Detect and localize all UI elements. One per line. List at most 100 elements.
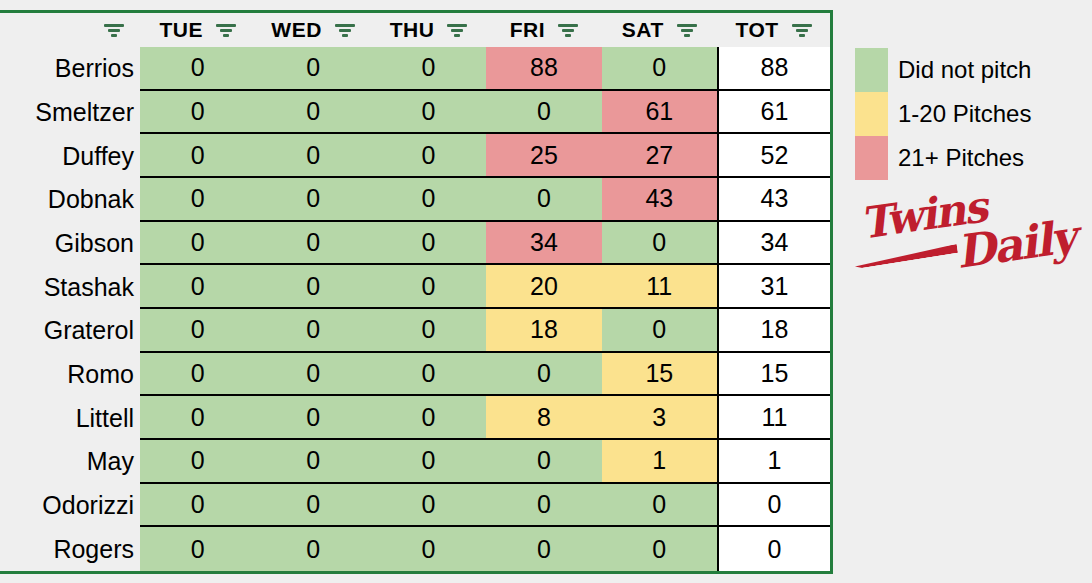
pitch-count-cell[interactable]: 0 [371, 396, 486, 440]
filter-icon-bar [223, 34, 229, 37]
legend-item: Did not pitch [855, 48, 1031, 92]
pitch-count-cell[interactable]: 0 [140, 484, 255, 528]
pitch-count-cell[interactable]: 0 [140, 265, 255, 309]
pitch-count-cell[interactable]: 0 [140, 527, 255, 571]
pitch-count-cell[interactable]: 0 [255, 440, 370, 484]
pitch-count-cell[interactable]: 34 [486, 222, 601, 266]
pitch-count-cell[interactable]: 0 [255, 353, 370, 397]
filter-icon[interactable] [677, 24, 697, 37]
player-name-cell[interactable]: Romo [0, 353, 140, 397]
pitch-count-cell[interactable]: 0 [255, 178, 370, 222]
pitch-count-cell[interactable]: 0 [371, 47, 486, 91]
player-name-cell[interactable]: Gibson [0, 222, 140, 266]
pitch-count-cell[interactable]: 0 [140, 178, 255, 222]
pitch-count-cell[interactable]: 0 [255, 484, 370, 528]
pitch-count-cell[interactable]: 61 [602, 91, 717, 135]
pitch-count-cell[interactable]: 0 [371, 222, 486, 266]
pitch-count-cell[interactable]: 43 [602, 178, 717, 222]
pitch-count-cell[interactable]: 0 [255, 134, 370, 178]
player-name-cell[interactable]: Odorizzi [0, 484, 140, 528]
pitch-count-cell[interactable]: 0 [255, 265, 370, 309]
pitch-count-cell[interactable]: 0 [486, 178, 601, 222]
pitch-count-cell[interactable]: 0 [140, 309, 255, 353]
total-cell[interactable]: 31 [717, 265, 830, 309]
pitch-count-cell[interactable]: 0 [371, 440, 486, 484]
pitch-count-cell[interactable]: 88 [486, 47, 601, 91]
pitch-count-cell[interactable]: 0 [486, 91, 601, 135]
pitch-count-cell[interactable]: 25 [486, 134, 601, 178]
pitch-count-cell[interactable]: 0 [371, 309, 486, 353]
pitch-count-cell[interactable]: 3 [602, 396, 717, 440]
filter-icon[interactable] [447, 24, 467, 37]
pitch-count-cell[interactable]: 18 [486, 309, 601, 353]
table-row: Romo00001515 [0, 353, 830, 397]
pitch-count-cell[interactable]: 0 [371, 527, 486, 571]
pitch-count-cell[interactable]: 0 [486, 527, 601, 571]
table-row: Gibson00034034 [0, 222, 830, 266]
pitch-count-cell[interactable]: 0 [140, 134, 255, 178]
total-cell[interactable]: 1 [717, 440, 830, 484]
pitch-count-cell[interactable]: 0 [371, 265, 486, 309]
total-cell[interactable]: 0 [717, 527, 830, 571]
pitch-count-cell[interactable]: 0 [255, 396, 370, 440]
pitch-count-cell[interactable]: 0 [371, 91, 486, 135]
player-name-cell[interactable]: Littell [0, 396, 140, 440]
total-cell[interactable]: 43 [717, 178, 830, 222]
pitch-count-cell[interactable]: 0 [602, 309, 717, 353]
pitch-count-cell[interactable]: 0 [255, 309, 370, 353]
pitch-count-cell[interactable]: 0 [486, 440, 601, 484]
pitch-count-cell[interactable]: 0 [602, 222, 717, 266]
pitch-count-cell[interactable]: 1 [602, 440, 717, 484]
pitch-count-cell[interactable]: 20 [486, 265, 601, 309]
pitch-count-cell[interactable]: 11 [602, 265, 717, 309]
pitch-count-cell[interactable]: 0 [602, 484, 717, 528]
legend: Did not pitch1-20 Pitches21+ Pitches [855, 48, 1031, 180]
twins-daily-logo: Twins Daily [852, 194, 1087, 286]
total-cell[interactable]: 88 [717, 47, 830, 91]
pitch-count-cell[interactable]: 0 [140, 222, 255, 266]
legend-swatch [855, 48, 888, 92]
player-name-cell[interactable]: Smeltzer [0, 91, 140, 135]
pitch-count-cell[interactable]: 0 [486, 484, 601, 528]
pitch-count-cell[interactable]: 0 [486, 353, 601, 397]
total-cell[interactable]: 34 [717, 222, 830, 266]
total-cell[interactable]: 18 [717, 309, 830, 353]
filter-icon[interactable] [792, 24, 812, 37]
pitch-count-cell[interactable]: 0 [140, 353, 255, 397]
player-name-cell[interactable]: Dobnak [0, 178, 140, 222]
player-name-cell[interactable]: May [0, 440, 140, 484]
filter-icon[interactable] [558, 24, 578, 37]
pitch-count-cell[interactable]: 0 [371, 134, 486, 178]
filter-icon[interactable] [335, 24, 355, 37]
pitch-count-cell[interactable]: 0 [371, 178, 486, 222]
pitch-count-cell[interactable]: 0 [140, 396, 255, 440]
pitch-count-cell[interactable]: 0 [255, 47, 370, 91]
pitch-count-cell[interactable]: 0 [140, 91, 255, 135]
pitch-count-cell[interactable]: 0 [371, 484, 486, 528]
pitch-count-cell[interactable]: 0 [371, 353, 486, 397]
pitch-count-cell[interactable]: 15 [602, 353, 717, 397]
player-name-cell[interactable]: Berrios [0, 47, 140, 91]
total-cell[interactable]: 15 [717, 353, 830, 397]
pitch-count-cell[interactable]: 0 [140, 440, 255, 484]
pitch-count-cell[interactable]: 0 [602, 47, 717, 91]
filter-icon[interactable] [104, 24, 124, 37]
player-name-cell[interactable]: Stashak [0, 265, 140, 309]
pitch-count-cell[interactable]: 8 [486, 396, 601, 440]
player-name-cell[interactable]: Duffey [0, 134, 140, 178]
total-cell[interactable]: 11 [717, 396, 830, 440]
total-cell[interactable]: 0 [717, 484, 830, 528]
legend-swatch [855, 92, 888, 136]
pitch-count-cell[interactable]: 0 [255, 91, 370, 135]
player-name-cell[interactable]: Rogers [0, 527, 140, 571]
pitch-count-cell[interactable]: 27 [602, 134, 717, 178]
filter-icon[interactable] [216, 24, 236, 37]
filter-icon-bar [454, 34, 460, 37]
pitch-count-cell[interactable]: 0 [140, 47, 255, 91]
pitch-count-cell[interactable]: 0 [602, 527, 717, 571]
player-name-cell[interactable]: Graterol [0, 309, 140, 353]
total-cell[interactable]: 61 [717, 91, 830, 135]
pitch-count-cell[interactable]: 0 [255, 527, 370, 571]
pitch-count-cell[interactable]: 0 [255, 222, 370, 266]
total-cell[interactable]: 52 [717, 134, 830, 178]
